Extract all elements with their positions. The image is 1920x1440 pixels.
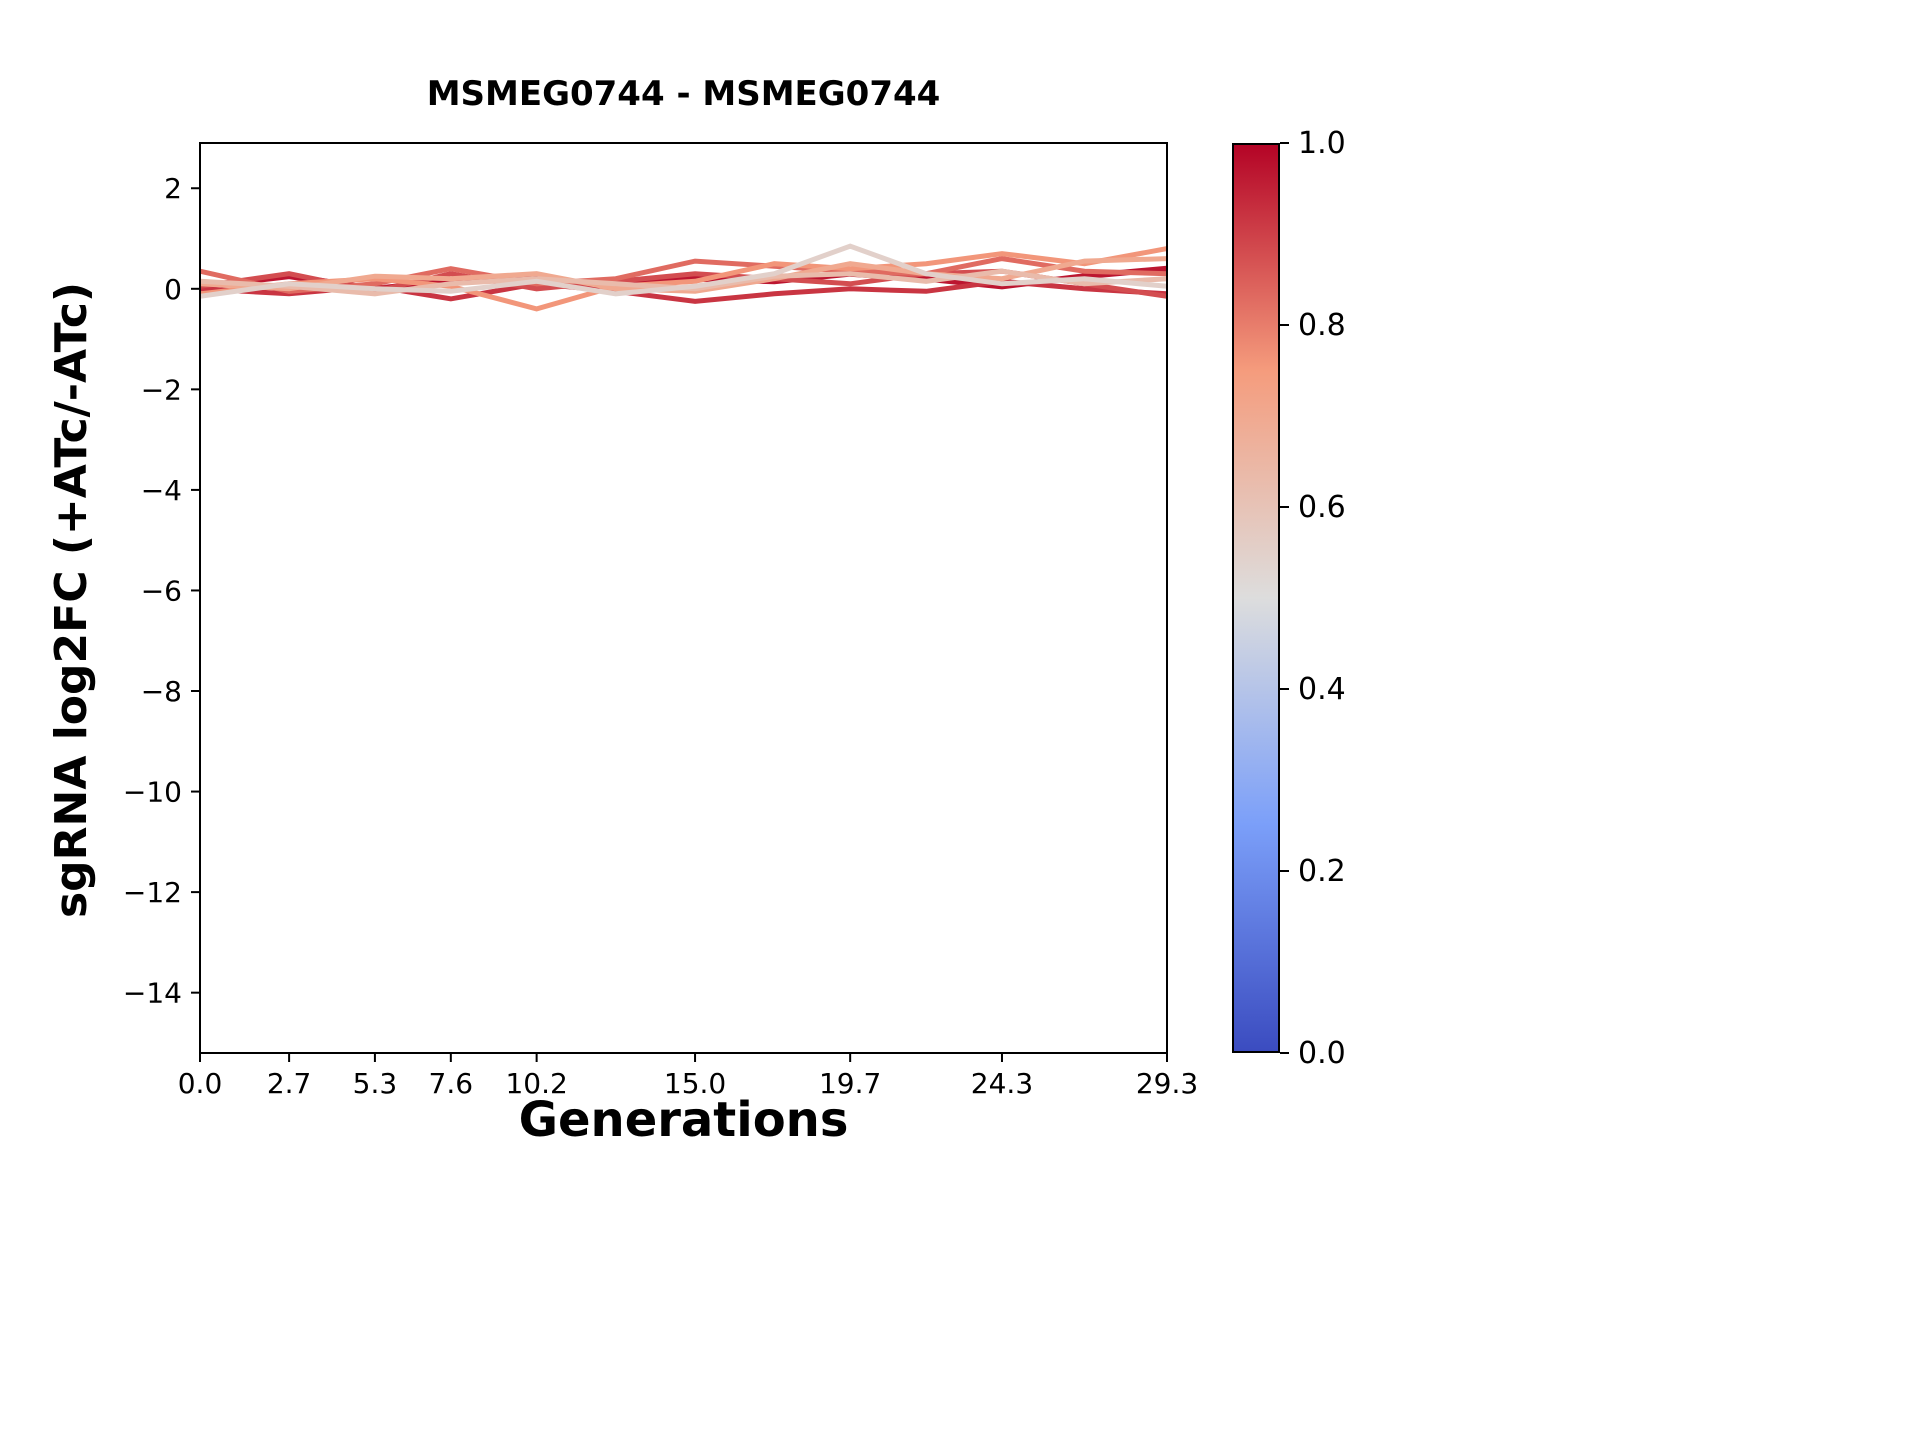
y-tick-label: −12 [123, 876, 182, 909]
y-tick-label: −2 [141, 373, 182, 406]
colorbar-tick-label: 0.4 [1298, 672, 1346, 707]
x-axis-label: Generations [518, 1092, 849, 1148]
chart-title: MSMEG0744 - MSMEG0744 [426, 74, 941, 114]
colorbar-tick-label: 0.0 [1298, 1036, 1346, 1071]
x-tick-label: 29.3 [1136, 1067, 1198, 1100]
x-tick-label: 2.7 [267, 1067, 312, 1100]
colorbar [1232, 143, 1280, 1053]
y-tick-label: −14 [123, 977, 182, 1010]
y-tick-label: −8 [141, 675, 182, 708]
x-tick-label: 10.2 [505, 1067, 567, 1100]
y-tick-label: 0 [164, 273, 182, 306]
y-tick-label: −10 [123, 776, 182, 809]
axes-box [199, 142, 1168, 1054]
y-tick-label: 2 [164, 172, 182, 205]
y-tick-label: −6 [141, 574, 182, 607]
x-tick-label: 15.0 [664, 1067, 726, 1100]
x-tick-label: 0.0 [178, 1067, 223, 1100]
x-tick-label: 7.6 [429, 1067, 474, 1100]
colorbar-tick-label: 0.2 [1298, 854, 1346, 889]
colorbar-tick-label: 0.8 [1298, 308, 1346, 343]
y-tick-label: −4 [141, 474, 182, 507]
colorbar-tick-label: 0.6 [1298, 490, 1346, 525]
x-tick-label: 5.3 [353, 1067, 398, 1100]
series-line-8 [199, 243, 1168, 299]
x-tick-label: 24.3 [971, 1067, 1033, 1100]
series-line-4 [199, 256, 1168, 294]
x-tick-label: 19.7 [819, 1067, 881, 1100]
colorbar-tick-label: 1.0 [1298, 126, 1346, 161]
